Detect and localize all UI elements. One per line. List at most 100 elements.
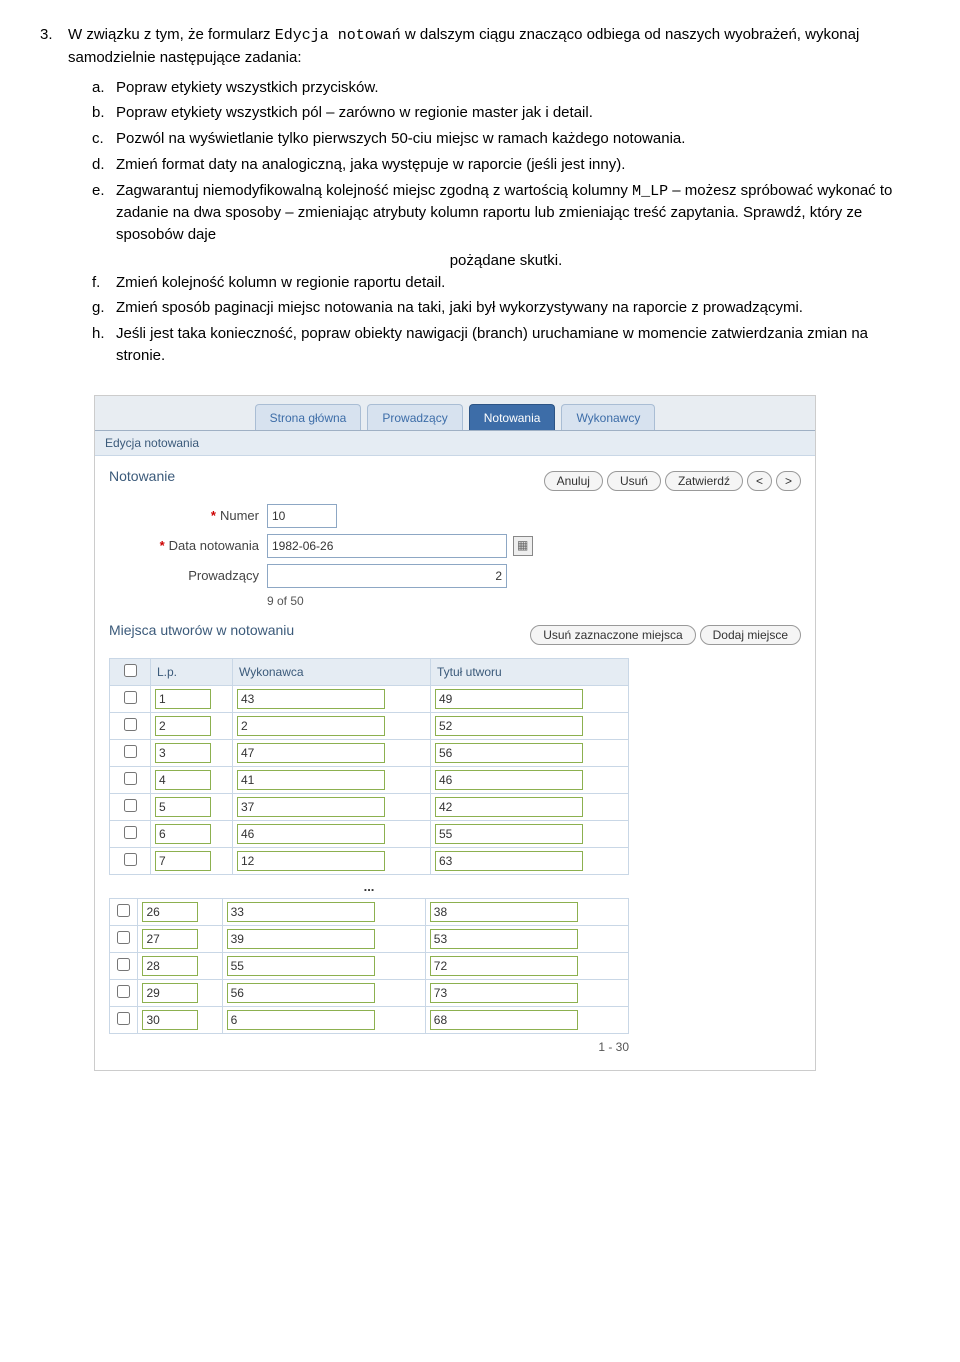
table-row	[110, 847, 629, 874]
column-header[interactable]: Tytuł utworu	[430, 658, 628, 685]
row-checkbox[interactable]	[124, 772, 137, 785]
master-button[interactable]: <	[747, 471, 772, 491]
row-checkbox[interactable]	[117, 931, 130, 944]
row-checkbox[interactable]	[124, 799, 137, 812]
cell-input[interactable]	[430, 929, 578, 949]
sublist-text: Pozwól na wyświetlanie tylko pierwszych …	[116, 128, 685, 150]
cell-input[interactable]	[435, 797, 583, 817]
sublist-text: Popraw etykiety wszystkich pól – zarówno…	[116, 102, 593, 124]
row-checkbox[interactable]	[124, 826, 137, 839]
prowadzacy-input[interactable]	[267, 564, 507, 588]
data-notowania-input[interactable]	[267, 534, 507, 558]
cell-input[interactable]	[155, 716, 211, 736]
row-checkbox[interactable]	[117, 985, 130, 998]
master-button[interactable]: >	[776, 471, 801, 491]
detail-button[interactable]: Usuń zaznaczone miejsca	[530, 625, 695, 645]
cell-input[interactable]	[237, 689, 385, 709]
sublist-text: Zagwarantuj niemodyfikowalną kolejność m…	[116, 180, 920, 246]
record-counter: 9 of 50	[109, 594, 801, 608]
table-row	[110, 712, 629, 739]
cell-input[interactable]	[155, 743, 211, 763]
cell-input[interactable]	[237, 770, 385, 790]
list-number: 3.	[40, 24, 68, 69]
field-label-data: Data notowania	[169, 538, 259, 553]
cell-input[interactable]	[430, 1010, 578, 1030]
nav-tab[interactable]: Prowadzący	[367, 404, 462, 430]
master-button[interactable]: Anuluj	[544, 471, 603, 491]
sublist-text: Zmień kolejność kolumn w regionie raport…	[116, 272, 445, 294]
cell-input[interactable]	[227, 902, 375, 922]
cell-input[interactable]	[430, 983, 578, 1003]
row-checkbox[interactable]	[117, 904, 130, 917]
sublist-text: Zmień sposób paginacji miejsc notowania …	[116, 297, 803, 319]
cell-input[interactable]	[430, 956, 578, 976]
row-checkbox[interactable]	[124, 745, 137, 758]
cell-input[interactable]	[237, 716, 385, 736]
sublist-letter: f.	[92, 272, 116, 294]
sublist-text: Popraw etykiety wszystkich przycisków.	[116, 77, 379, 99]
cell-input[interactable]	[435, 824, 583, 844]
select-all-checkbox[interactable]	[124, 664, 137, 677]
cell-input[interactable]	[227, 1010, 375, 1030]
nav-tab[interactable]: Wykonawcy	[561, 404, 655, 430]
cell-input[interactable]	[142, 929, 198, 949]
master-button[interactable]: Usuń	[607, 471, 661, 491]
cell-input[interactable]	[435, 716, 583, 736]
sublist-text-centered: pożądane skutki.	[92, 250, 920, 272]
cell-input[interactable]	[155, 689, 211, 709]
breadcrumb: Edycja notowania	[95, 431, 815, 456]
table-row	[110, 793, 629, 820]
sublist-letter: e.	[92, 180, 116, 246]
sublist-letter: a.	[92, 77, 116, 99]
cell-input[interactable]	[142, 902, 198, 922]
master-region-title: Notowanie	[109, 468, 175, 484]
cell-input[interactable]	[435, 743, 583, 763]
cell-input[interactable]	[142, 983, 198, 1003]
cell-input[interactable]	[430, 902, 578, 922]
cell-input[interactable]	[435, 770, 583, 790]
calendar-icon[interactable]	[513, 536, 533, 556]
cell-input[interactable]	[237, 743, 385, 763]
detail-button[interactable]: Dodaj miejsce	[700, 625, 801, 645]
table-row	[110, 1006, 629, 1033]
cell-input[interactable]	[237, 851, 385, 871]
column-header[interactable]: L.p.	[151, 658, 233, 685]
nav-tab[interactable]: Strona główna	[255, 404, 362, 430]
numer-input[interactable]	[267, 504, 337, 528]
cell-input[interactable]	[227, 983, 375, 1003]
list-main-text: W związku z tym, że formularz Edycja not…	[68, 24, 920, 69]
nav-tab[interactable]: Notowania	[469, 404, 556, 430]
cell-input[interactable]	[227, 929, 375, 949]
master-button[interactable]: Zatwierdź	[665, 471, 743, 491]
field-label-numer: Numer	[220, 508, 259, 523]
row-checkbox[interactable]	[124, 691, 137, 704]
cell-input[interactable]	[142, 956, 198, 976]
row-checkbox[interactable]	[117, 1012, 130, 1025]
sublist-letter: g.	[92, 297, 116, 319]
sublist-letter: d.	[92, 154, 116, 176]
cell-input[interactable]	[435, 689, 583, 709]
field-label-prowadzacy: Prowadzący	[188, 568, 259, 583]
cell-input[interactable]	[237, 797, 385, 817]
cell-input[interactable]	[237, 824, 385, 844]
sublist-letter: h.	[92, 323, 116, 367]
sublist-text: Jeśli jest taka konieczność, popraw obie…	[116, 323, 920, 367]
table-row	[110, 952, 629, 979]
cell-input[interactable]	[435, 851, 583, 871]
row-checkbox[interactable]	[124, 718, 137, 731]
cell-input[interactable]	[155, 797, 211, 817]
cell-input[interactable]	[155, 851, 211, 871]
cell-input[interactable]	[227, 956, 375, 976]
table-row	[110, 979, 629, 1006]
table-row	[110, 925, 629, 952]
row-checkbox[interactable]	[124, 853, 137, 866]
code-form-name: Edycja notowań	[275, 27, 401, 44]
cell-input[interactable]	[155, 824, 211, 844]
cell-input[interactable]	[142, 1010, 198, 1030]
table-row	[110, 898, 629, 925]
screenshot-mock: Strona głównaProwadzącyNotowaniaWykonawc…	[94, 395, 816, 1071]
cell-input[interactable]	[155, 770, 211, 790]
column-header[interactable]: Wykonawca	[232, 658, 430, 685]
detail-region-title: Miejsca utworów w notowaniu	[109, 622, 294, 638]
row-checkbox[interactable]	[117, 958, 130, 971]
